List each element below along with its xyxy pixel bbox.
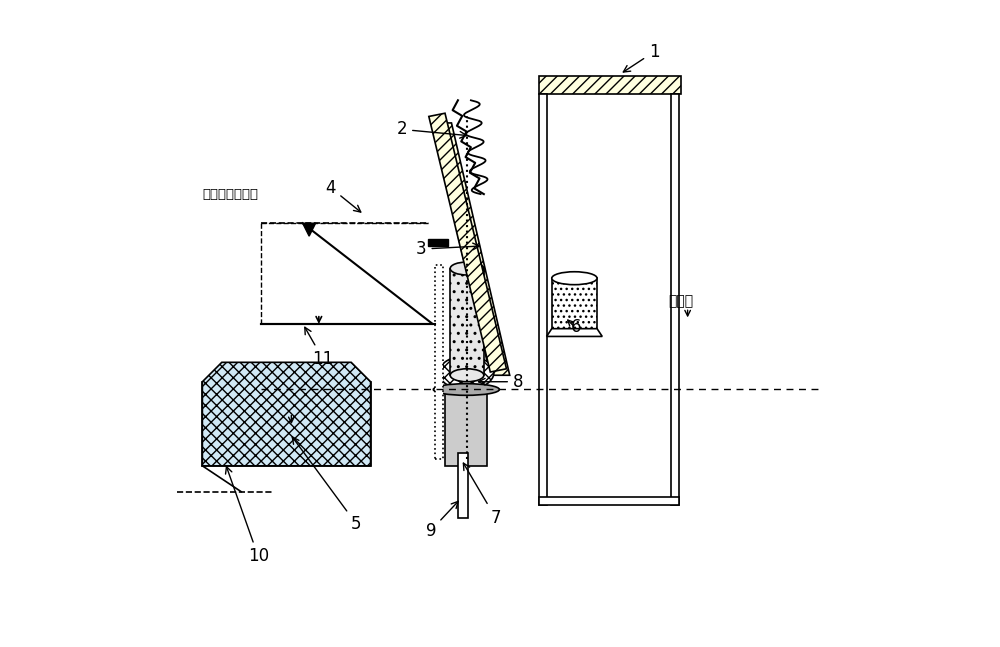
Ellipse shape — [552, 272, 597, 285]
Bar — [445, 388, 487, 466]
Text: 3: 3 — [416, 240, 479, 258]
Bar — [539, 497, 679, 505]
Text: 9: 9 — [426, 501, 458, 540]
Bar — [671, 94, 679, 505]
Text: 田面线: 田面线 — [668, 294, 693, 308]
Text: 10: 10 — [226, 466, 269, 565]
Polygon shape — [202, 362, 371, 466]
Text: 7: 7 — [463, 463, 501, 527]
Bar — [428, 239, 448, 246]
Ellipse shape — [433, 384, 499, 395]
Bar — [450, 269, 484, 375]
Bar — [435, 265, 443, 459]
Polygon shape — [547, 329, 602, 336]
Text: 1: 1 — [623, 43, 659, 72]
Text: 11: 11 — [305, 327, 334, 368]
Polygon shape — [303, 223, 316, 236]
Ellipse shape — [274, 392, 309, 404]
Text: 4: 4 — [325, 179, 361, 212]
Text: 毛渠坑埂筑窝线: 毛渠坑埂筑窝线 — [202, 188, 258, 201]
Bar — [202, 382, 371, 466]
Text: 6: 6 — [571, 318, 582, 336]
Polygon shape — [432, 123, 510, 375]
Text: 5: 5 — [292, 437, 362, 533]
Ellipse shape — [450, 262, 484, 275]
Bar — [552, 278, 597, 336]
Bar — [539, 76, 681, 94]
Bar — [274, 398, 309, 446]
Polygon shape — [429, 113, 506, 372]
Bar — [458, 453, 468, 518]
Bar — [539, 94, 547, 505]
Ellipse shape — [450, 369, 484, 382]
Text: 2: 2 — [396, 120, 467, 138]
Ellipse shape — [439, 356, 494, 389]
Text: 8: 8 — [478, 373, 523, 391]
